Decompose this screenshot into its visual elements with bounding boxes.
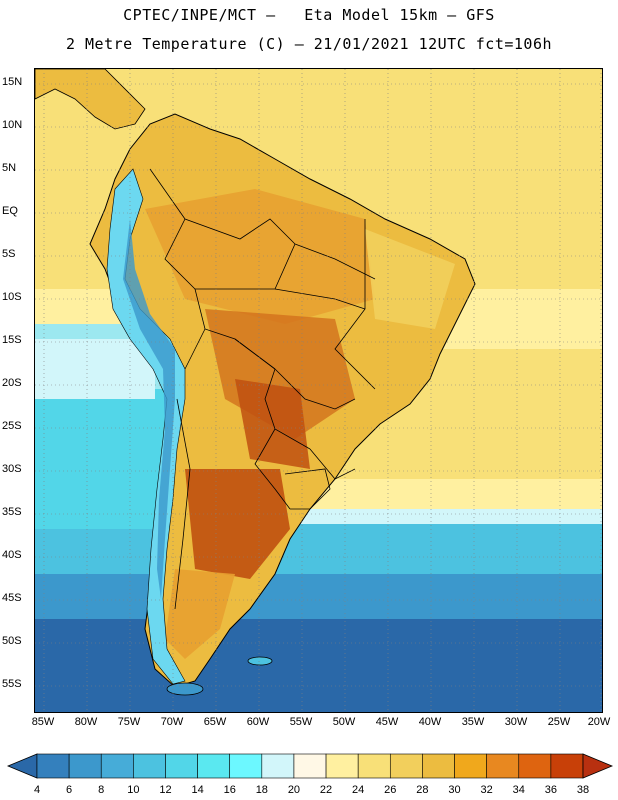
lat-label-45s: 45S <box>2 592 22 604</box>
ocean-mid-band <box>35 574 602 624</box>
pacific-cyan <box>35 389 175 529</box>
colorbar-cell <box>133 753 166 779</box>
colorbar-low-arrow <box>6 753 38 779</box>
map-frame[interactable] <box>34 68 603 713</box>
lat-label-5s: 5S <box>2 248 16 260</box>
lat-label-50s: 50S <box>2 635 22 647</box>
colorbar-cell <box>357 753 391 779</box>
colorbar-label: 14 <box>191 784 204 796</box>
colorbar-cell <box>197 753 231 779</box>
colorbar-cell <box>165 753 198 779</box>
lat-label-eq: EQ <box>2 205 18 217</box>
patagonia-warm <box>165 569 235 659</box>
colorbar-label: 24 <box>352 784 365 796</box>
map-title-line-1: CPTEC/INPE/MCT – Eta Model 15km – GFS <box>123 6 495 24</box>
colorbar-label: 36 <box>544 784 557 796</box>
colorbar-label: 26 <box>384 784 397 796</box>
amazon-warm <box>145 189 375 324</box>
lon-label-25w: 25W <box>547 716 571 728</box>
central-america <box>35 69 146 130</box>
falkland-islands <box>247 656 273 666</box>
colorbar-cell <box>325 753 359 779</box>
northeast-warm <box>365 229 455 329</box>
tierra-del-fuego <box>166 682 204 696</box>
colorbar-cell <box>229 753 263 779</box>
lat-label-40s: 40S <box>2 549 22 561</box>
lon-label-55w: 55W <box>289 716 313 728</box>
lon-label-35w: 35W <box>461 716 485 728</box>
chaco-hot <box>235 379 310 469</box>
colorbar-label: 8 <box>98 784 105 796</box>
ocean-deep-band <box>35 619 602 712</box>
ocean-cyan-band <box>35 524 602 579</box>
temperature-map[interactable] <box>35 69 603 713</box>
colorbar-cell <box>100 753 134 779</box>
lat-label-35s: 35S <box>2 506 22 518</box>
lon-label-65w: 65W <box>203 716 227 728</box>
colorbar-high-arrow <box>582 753 614 779</box>
colorbar-label: 34 <box>512 784 525 796</box>
lat-label-20s: 20S <box>2 377 22 389</box>
colorbar-label: 28 <box>416 784 429 796</box>
colorbar-cell <box>293 753 327 779</box>
graticule <box>35 69 602 712</box>
colorbar-label: 10 <box>127 784 140 796</box>
colorbar-label: 38 <box>576 784 590 796</box>
colorbar-cell <box>454 753 487 779</box>
lat-label-25s: 25S <box>2 420 22 432</box>
lat-label-5n: 5N <box>2 162 17 174</box>
lon-label-75w: 75W <box>117 716 141 728</box>
map-title-line-2: 2 Metre Temperature (C) – 21/01/2021 12U… <box>65 35 553 53</box>
andes-core <box>123 219 175 599</box>
colorbar-label: 12 <box>159 784 172 796</box>
colorbar-cell <box>36 753 70 779</box>
colorbar-cell <box>389 753 423 779</box>
pacific-light <box>35 339 155 399</box>
colorbar-label: 20 <box>287 784 301 796</box>
colorbar-label: 6 <box>66 784 73 796</box>
lon-label-70w: 70W <box>160 716 184 728</box>
lon-label-80w: 80W <box>74 716 98 728</box>
colorbar-label: 16 <box>223 784 236 796</box>
colorbar-label: 22 <box>319 784 333 796</box>
lon-label-50w: 50W <box>332 716 356 728</box>
colorbar-cell <box>486 753 520 779</box>
lon-label-30w: 30W <box>504 716 528 728</box>
lat-label-10s: 10S <box>2 291 22 303</box>
lon-label-85w: 85W <box>31 716 55 728</box>
lat-label-30s: 30S <box>2 463 22 475</box>
colorbar-label: 4 <box>33 784 41 796</box>
colorbar <box>6 753 614 779</box>
lat-label-15s: 15S <box>2 334 22 346</box>
lat-label-10n: 10N <box>2 119 23 131</box>
colorbar-cells <box>36 753 584 779</box>
colorbar-cell <box>518 753 552 779</box>
lon-label-60w: 60W <box>246 716 270 728</box>
colorbar-cell <box>550 753 584 779</box>
argentina-hot <box>185 469 290 579</box>
colorbar-label: 32 <box>480 784 493 796</box>
lon-label-40w: 40W <box>418 716 442 728</box>
colorbar-cell <box>68 753 102 779</box>
lat-label-55s: 55S <box>2 678 22 690</box>
colorbar-cell <box>422 753 455 779</box>
colorbar-cell <box>261 753 295 779</box>
lat-label-15n: 15N <box>2 76 23 88</box>
colorbar-label: 18 <box>255 784 268 796</box>
lon-label-45w: 45W <box>375 716 399 728</box>
lon-label-20w: 20W <box>587 716 611 728</box>
colorbar-label: 30 <box>448 784 461 796</box>
